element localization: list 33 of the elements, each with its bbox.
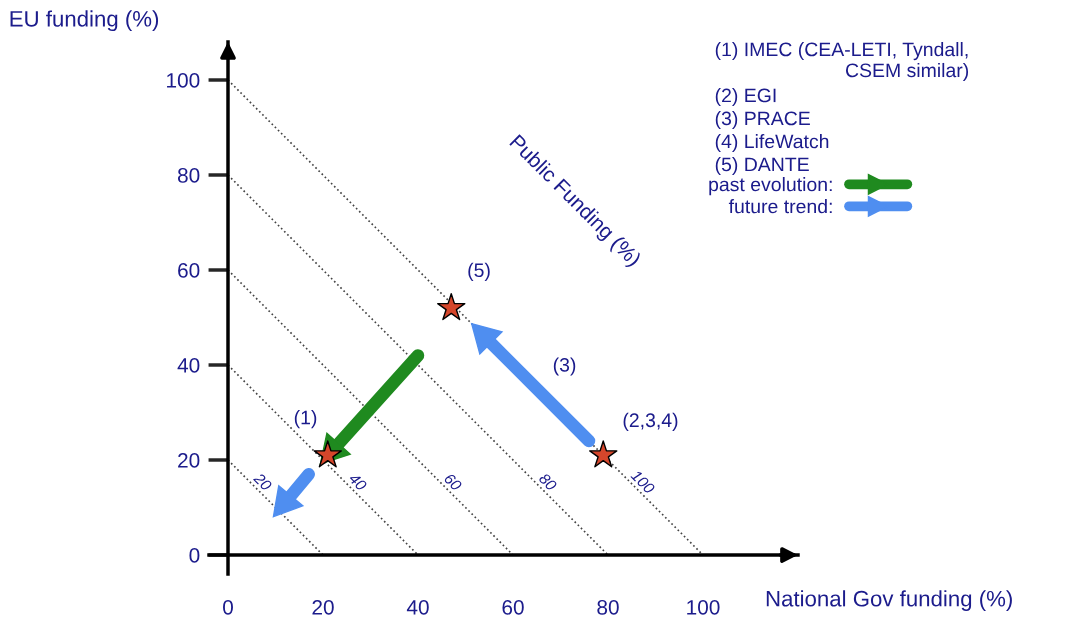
- annotation: (2,3,4): [623, 412, 678, 431]
- x-tick-label: 60: [502, 599, 524, 615]
- annotation: (5) DANTE: [715, 157, 809, 176]
- annotation: (3) PRACE: [715, 111, 810, 130]
- x-tick-label: 80: [597, 599, 619, 615]
- point: [437, 293, 466, 321]
- y-tick-label: 40: [177, 358, 200, 373]
- y-axis-title: EU funding (%): [10, 10, 159, 32]
- point: [272, 485, 304, 518]
- x-tick-label: 100: [687, 599, 720, 615]
- annotation: (5): [468, 262, 490, 281]
- legend-label: past evolution:: [709, 177, 832, 196]
- y-tick-label: 100: [167, 73, 200, 88]
- text: 40: [348, 472, 368, 492]
- y-tick-label: 0: [189, 548, 200, 563]
- text: 100: [630, 469, 656, 495]
- annotation: (1): [294, 410, 317, 429]
- annotation: (1) IMEC (CEA-LETI, Tyndall, CSEM similar): [715, 42, 969, 82]
- text: 80: [538, 472, 558, 492]
- x-tick-label: 0: [223, 599, 233, 615]
- x-tick-label: 20: [312, 599, 334, 615]
- annotation: (4) LifeWatch: [715, 134, 829, 153]
- text: 20: [252, 471, 273, 492]
- x-tick-label: 40: [406, 599, 429, 615]
- y-tick-label: 20: [178, 453, 200, 468]
- annotation: (2) EGI: [715, 88, 776, 107]
- annotation: (3): [553, 357, 576, 376]
- x-axis-title: National Gov funding (%): [766, 590, 1012, 611]
- text: 60: [443, 472, 463, 492]
- y-tick-label: 60: [178, 263, 200, 278]
- legend-label: future trend:: [728, 199, 832, 214]
- y-tick-label: 80: [177, 168, 200, 183]
- point: [589, 440, 618, 468]
